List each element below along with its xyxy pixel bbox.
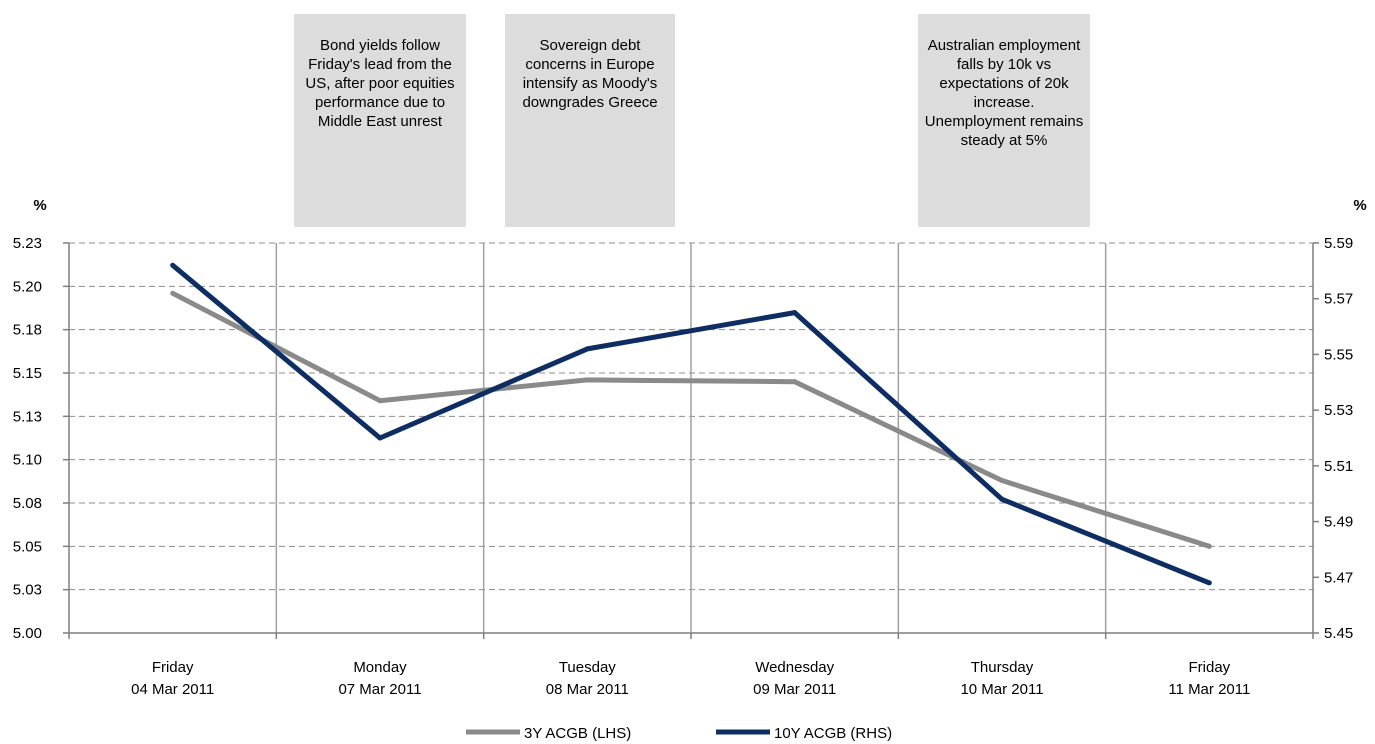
data-point-3y	[999, 477, 1005, 483]
legend-label-10y: 10Y ACGB (RHS)	[774, 725, 892, 742]
data-point-10y	[792, 310, 798, 316]
x-tick-label: 07 Mar 2011	[338, 681, 421, 698]
x-tick-label: Monday	[353, 659, 407, 676]
right-tick-label: 5.55	[1324, 346, 1353, 363]
left-tick-label: 5.10	[13, 452, 42, 469]
series-line-3y	[171, 291, 1211, 549]
left-tick-label: 5.18	[13, 322, 42, 339]
x-tick-label: 10 Mar 2011	[960, 681, 1043, 698]
right-tick-label: 5.45	[1324, 625, 1353, 642]
data-point-10y	[170, 262, 176, 268]
right-tick-label: 5.57	[1324, 291, 1353, 308]
left-tick-label: 5.05	[13, 538, 42, 555]
right-tick-label: 5.53	[1324, 402, 1353, 419]
annotation-text-3: Australian employment falls by 10k vs ex…	[924, 37, 1084, 149]
data-point-10y	[377, 435, 383, 441]
left-axis-unit: %	[33, 197, 46, 214]
left-tick-label: 5.03	[13, 582, 42, 599]
x-tick-label: 04 Mar 2011	[131, 681, 214, 698]
annotation-box-3: Australian employment falls by 10k vs ex…	[918, 14, 1090, 227]
x-tick-label: Tuesday	[559, 659, 616, 676]
left-tick-label: 5.13	[13, 408, 42, 425]
left-tick-label: 5.23	[13, 235, 42, 252]
left-tick-label: 5.08	[13, 495, 42, 512]
right-tick-label: 5.47	[1324, 569, 1353, 586]
legend-label-3y: 3Y ACGB (LHS)	[524, 725, 631, 742]
data-point-3y	[792, 379, 798, 385]
right-tick-label: 5.49	[1324, 514, 1353, 531]
x-tick-label: Wednesday	[755, 659, 834, 676]
right-tick-label: 5.51	[1324, 458, 1353, 475]
annotation-text-2: Sovereign debt concerns in Europe intens…	[522, 37, 658, 111]
annotation-text-1: Bond yields follow Friday's lead from th…	[305, 37, 455, 130]
right-axis-unit: %	[1353, 197, 1366, 214]
x-tick-label: Thursday	[971, 659, 1034, 676]
data-point-10y	[584, 346, 590, 352]
x-tick-label: 08 Mar 2011	[546, 681, 629, 698]
data-point-3y	[584, 377, 590, 383]
x-tick-label: 11 Mar 2011	[1168, 681, 1250, 698]
x-tick-label: Friday	[152, 659, 194, 676]
left-tick-label: 5.15	[13, 365, 42, 382]
annotation-box-2: Sovereign debt concerns in Europe intens…	[505, 14, 675, 227]
x-tick-label: 09 Mar 2011	[753, 681, 836, 698]
left-tick-label: 5.00	[13, 625, 42, 642]
x-tick-label: Friday	[1188, 659, 1230, 676]
data-point-3y	[377, 398, 383, 404]
data-point-3y	[1206, 543, 1212, 549]
left-tick-label: 5.20	[13, 278, 42, 295]
data-point-10y	[1206, 580, 1212, 586]
annotation-box-1: Bond yields follow Friday's lead from th…	[294, 14, 466, 227]
right-tick-label: 5.59	[1324, 235, 1353, 252]
series-line-10y	[171, 263, 1211, 586]
data-point-10y	[999, 496, 1005, 502]
data-point-3y	[170, 290, 176, 296]
